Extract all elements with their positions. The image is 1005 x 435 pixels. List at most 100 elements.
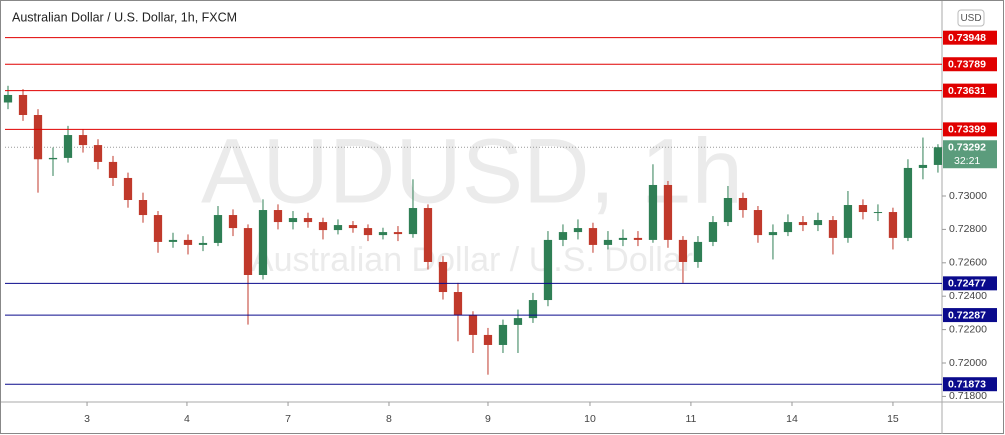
level-label: 0.73399 (948, 124, 986, 136)
countdown: 32:21 (954, 155, 980, 167)
candle-body (933, 147, 943, 165)
candle-body (333, 225, 343, 231)
level-label: 0.72477 (948, 278, 986, 290)
level-label-box (943, 83, 997, 98)
candle-body (213, 215, 223, 243)
y-tick-label: 0.72800 (949, 223, 987, 235)
candle-body (708, 222, 718, 242)
candle-body (888, 212, 898, 238)
candle-body (78, 135, 88, 146)
candle-body (18, 94, 28, 116)
candle-body (408, 208, 418, 235)
candle-body (693, 241, 703, 262)
x-tick-label: 15 (887, 413, 899, 425)
candle-body (168, 239, 178, 242)
last-price-box (943, 140, 997, 169)
candle-body (483, 334, 493, 345)
level-label-box (943, 276, 997, 291)
candle-body (393, 232, 403, 235)
candle-body (588, 228, 598, 245)
candle-body (783, 222, 793, 233)
candle-body (468, 315, 478, 335)
candle-body (438, 261, 448, 293)
x-tick-label: 8 (386, 413, 392, 425)
x-tick-label: 10 (584, 413, 596, 425)
level-label-box (943, 30, 997, 45)
candle-body (813, 220, 823, 226)
candle-body (648, 184, 658, 240)
level-label: 0.73948 (948, 32, 986, 44)
candle-body (633, 237, 643, 240)
level-label: 0.72287 (948, 309, 986, 321)
candle-body (918, 164, 928, 168)
candle-body (558, 232, 568, 240)
level-label-box (943, 57, 997, 72)
candle-body (828, 220, 838, 238)
candle-body (723, 198, 733, 223)
candle-body (123, 177, 133, 201)
candle-body (858, 205, 868, 213)
level-label: 0.71873 (948, 378, 986, 390)
candle-body (663, 184, 673, 240)
x-tick-label: 4 (184, 413, 190, 425)
candle-body (273, 210, 283, 223)
candle-body (228, 215, 238, 229)
watermark: AUDUSD, 1h (201, 120, 743, 222)
candle-body (303, 218, 313, 223)
last-price-label: 0.73292 (948, 142, 986, 154)
candle-body (363, 228, 373, 236)
currency-box (957, 9, 985, 27)
candle-body (753, 210, 763, 236)
candle-body (153, 215, 163, 242)
candle-body (348, 225, 358, 229)
candle-body (288, 218, 298, 223)
candle-body (48, 157, 58, 160)
candle-body (603, 239, 613, 245)
level-label-box (943, 308, 997, 323)
x-tick-label: 14 (786, 413, 798, 425)
candle-body (423, 208, 433, 262)
watermark-subtitle: Australian Dollar / U.S. Dollar (251, 241, 693, 279)
watermark-group: AUDUSD, 1h Australian Dollar / U.S. Doll… (201, 120, 743, 279)
candle-body (33, 115, 43, 160)
candle-body (528, 300, 538, 319)
y-tick-label: 0.72400 (949, 290, 987, 302)
candle-body (543, 239, 553, 301)
level-label: 0.73631 (948, 85, 986, 97)
candle-body (618, 237, 628, 240)
candle-body (3, 94, 13, 103)
candle-body (183, 239, 193, 245)
candle-body (678, 239, 688, 262)
x-tick-label: 9 (485, 413, 491, 425)
x-tick-label: 7 (285, 413, 291, 425)
chart-title: Australian Dollar / U.S. Dollar, 1h, FXC… (12, 10, 237, 24)
candle-body (243, 228, 253, 275)
candle-body (453, 292, 463, 316)
candle-body (93, 145, 103, 162)
candle-body (198, 242, 208, 245)
x-tick-label: 3 (84, 413, 90, 425)
level-label-box (943, 377, 997, 392)
x-tick-label: 11 (685, 413, 696, 425)
y-tick-label: 0.72000 (949, 357, 987, 369)
currency: USD (960, 13, 981, 24)
y-tick-label: 0.72200 (949, 323, 987, 335)
candle-body (63, 135, 73, 158)
candle-body (573, 228, 583, 233)
candle-body (903, 167, 913, 238)
level-label: 0.73789 (948, 59, 986, 71)
candle-body (258, 210, 268, 275)
candle-body (768, 232, 778, 236)
candle-body (378, 232, 388, 236)
candle-body (873, 212, 883, 214)
candle-body (138, 200, 148, 216)
y-tick-label: 0.73000 (949, 190, 987, 202)
y-tick-label: 0.71800 (949, 390, 987, 402)
y-tick-label: 0.72600 (949, 257, 987, 269)
level-label-box (943, 122, 997, 137)
candle-body (843, 205, 853, 238)
candle-body (513, 318, 523, 325)
candle-body (798, 222, 808, 226)
